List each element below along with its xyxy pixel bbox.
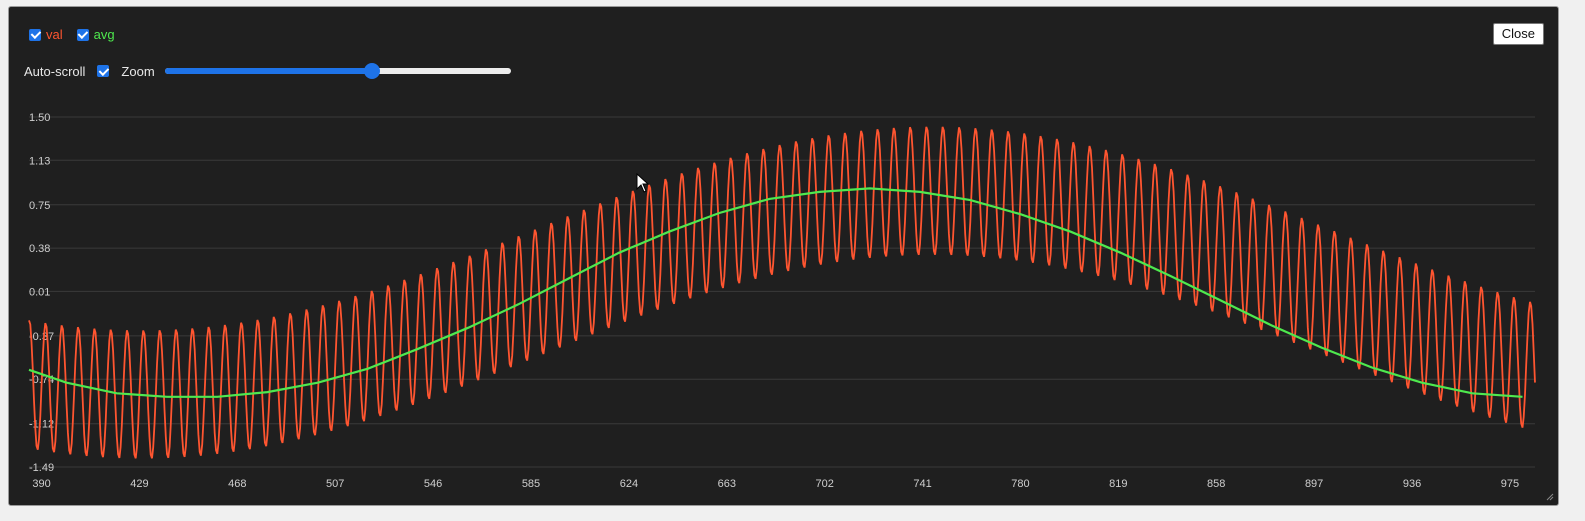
resize-handle-icon[interactable] bbox=[1546, 493, 1554, 501]
zoom-slider[interactable] bbox=[164, 61, 511, 81]
chart[interactable]: 1.501.130.750.380.01-0.37-0.74-1.12-1.49… bbox=[9, 7, 1558, 505]
x-tick-label: 546 bbox=[424, 478, 442, 490]
legend: val avg bbox=[29, 27, 123, 42]
x-tick-label: 936 bbox=[1403, 478, 1421, 490]
y-tick-label: 0.01 bbox=[29, 286, 50, 298]
autoscroll-checkbox[interactable] bbox=[97, 65, 110, 77]
zoom-slider-thumb[interactable] bbox=[364, 63, 381, 79]
x-tick-label: 507 bbox=[326, 478, 344, 490]
x-tick-label: 390 bbox=[32, 478, 50, 490]
zoom-slider-fill bbox=[164, 68, 373, 74]
x-tick-label: 858 bbox=[1207, 478, 1225, 490]
legend-item-val[interactable]: val bbox=[29, 27, 63, 42]
x-tick-label: 585 bbox=[522, 478, 540, 490]
y-tick-label: 0.38 bbox=[29, 243, 50, 255]
avg-label: avg bbox=[93, 27, 115, 42]
series-line-avg bbox=[28, 187, 1523, 398]
x-tick-label: 975 bbox=[1501, 478, 1519, 490]
mouse-cursor-icon bbox=[636, 173, 650, 193]
x-tick-label: 702 bbox=[815, 478, 833, 490]
x-tick-label: 897 bbox=[1305, 478, 1323, 490]
val-checkbox[interactable] bbox=[29, 28, 41, 41]
autoscroll-label: Auto-scroll bbox=[24, 63, 86, 79]
y-tick-label: 1.50 bbox=[29, 112, 50, 124]
close-button[interactable]: Close bbox=[1492, 23, 1544, 45]
x-tick-label: 819 bbox=[1109, 478, 1127, 490]
series-line-val bbox=[28, 126, 1536, 459]
controls-row: Auto-scroll Zoom bbox=[24, 61, 511, 81]
x-tick-label: 663 bbox=[718, 478, 736, 490]
y-tick-label: -1.49 bbox=[29, 462, 54, 474]
x-tick-label: 780 bbox=[1011, 478, 1029, 490]
legend-item-avg[interactable]: avg bbox=[76, 27, 115, 42]
plot-panel: val avg Close Auto-scroll Zoom 1.50 1.13 0… bbox=[8, 6, 1559, 506]
x-tick-label: 429 bbox=[130, 478, 148, 490]
zoom-label: Zoom bbox=[121, 63, 155, 79]
x-tick-label: 741 bbox=[913, 478, 931, 490]
y-tick-label: -0.37 bbox=[29, 331, 54, 343]
y-tick-label: 1.13 bbox=[29, 155, 50, 167]
val-label: val bbox=[46, 27, 63, 42]
x-tick-label: 624 bbox=[620, 478, 638, 490]
y-tick-label: 0.75 bbox=[29, 200, 50, 212]
avg-checkbox[interactable] bbox=[76, 28, 89, 41]
x-tick-label: 468 bbox=[228, 478, 246, 490]
